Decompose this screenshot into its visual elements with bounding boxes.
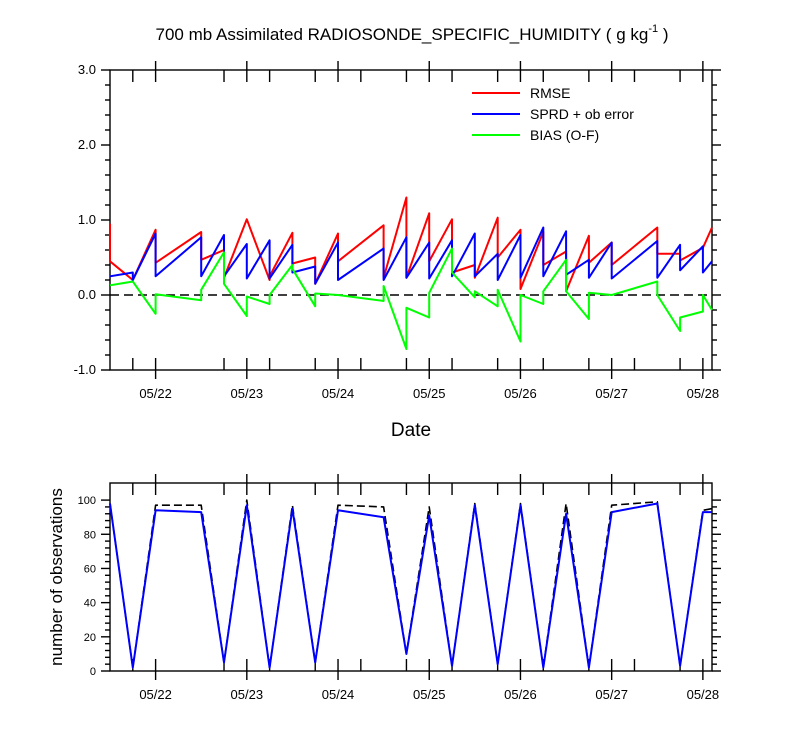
top-plot-series <box>109 196 713 350</box>
x-tick-label: 05/25 <box>413 386 446 401</box>
bottom-plot-series <box>109 499 713 669</box>
x-tick-label: 05/24 <box>322 386 355 401</box>
x-tick-label: 05/28 <box>687 687 720 702</box>
y-tick-label: 3.0 <box>78 62 96 77</box>
x-tick-label: 05/23 <box>231 687 264 702</box>
x-tick-label: 05/27 <box>595 386 628 401</box>
y-tick-label: 1.0 <box>78 212 96 227</box>
x-tick-label: 05/22 <box>139 687 172 702</box>
y-tick-label: 40 <box>84 598 96 610</box>
x-tick-label: 05/23 <box>231 386 264 401</box>
y-tick-label: 2.0 <box>78 137 96 152</box>
y-tick-label: 100 <box>78 495 96 507</box>
x-tick-label: 05/27 <box>595 687 628 702</box>
x-tick-label: 05/24 <box>322 687 355 702</box>
x-tick-label: 05/26 <box>504 386 537 401</box>
y-tick-label: -1.0 <box>74 362 96 377</box>
top-plot-ticks: -1.0 0.0 1.0 2.0 3.0 05/22 05/23 05/24 05/25 05/2… <box>74 61 721 401</box>
series-line-assimilated <box>109 502 712 669</box>
y-tick-label: 60 <box>84 563 96 575</box>
x-tick-label: 05/28 <box>687 386 720 401</box>
x-tick-label: 05/25 <box>413 687 446 702</box>
x-axis-label: Date <box>391 420 431 441</box>
x-tick-label: 05/26 <box>504 687 537 702</box>
y-tick-label: 0.0 <box>78 287 96 302</box>
y-tick-label: 80 <box>84 529 96 541</box>
chart-title: 700 mb Assimilated RADIOSONDE_SPECIFIC_H… <box>156 23 669 44</box>
bottom-plot-frame <box>109 482 713 672</box>
series-line-bias-o-f <box>109 247 713 350</box>
legend-label: RMSE <box>530 85 570 101</box>
legend-label: BIAS (O-F) <box>530 127 599 143</box>
legend-label: SPRD + ob error <box>530 106 634 122</box>
y-tick-label: 0 <box>90 666 96 678</box>
y-tick-label: 20 <box>84 632 96 644</box>
x-tick-label: 05/22 <box>139 386 172 401</box>
chart-title-suffix: ) <box>658 25 668 44</box>
bottom-plot-ticks: 0 20 40 60 80 100 05/22 05/23 05/24 05/25 05/26 05/… <box>78 474 721 702</box>
chart-title-exponent: -1 <box>648 23 658 35</box>
y-axis-label: number of observations <box>47 488 66 666</box>
legend: RMSE SPRD + ob error BIAS (O-F) <box>472 85 634 143</box>
